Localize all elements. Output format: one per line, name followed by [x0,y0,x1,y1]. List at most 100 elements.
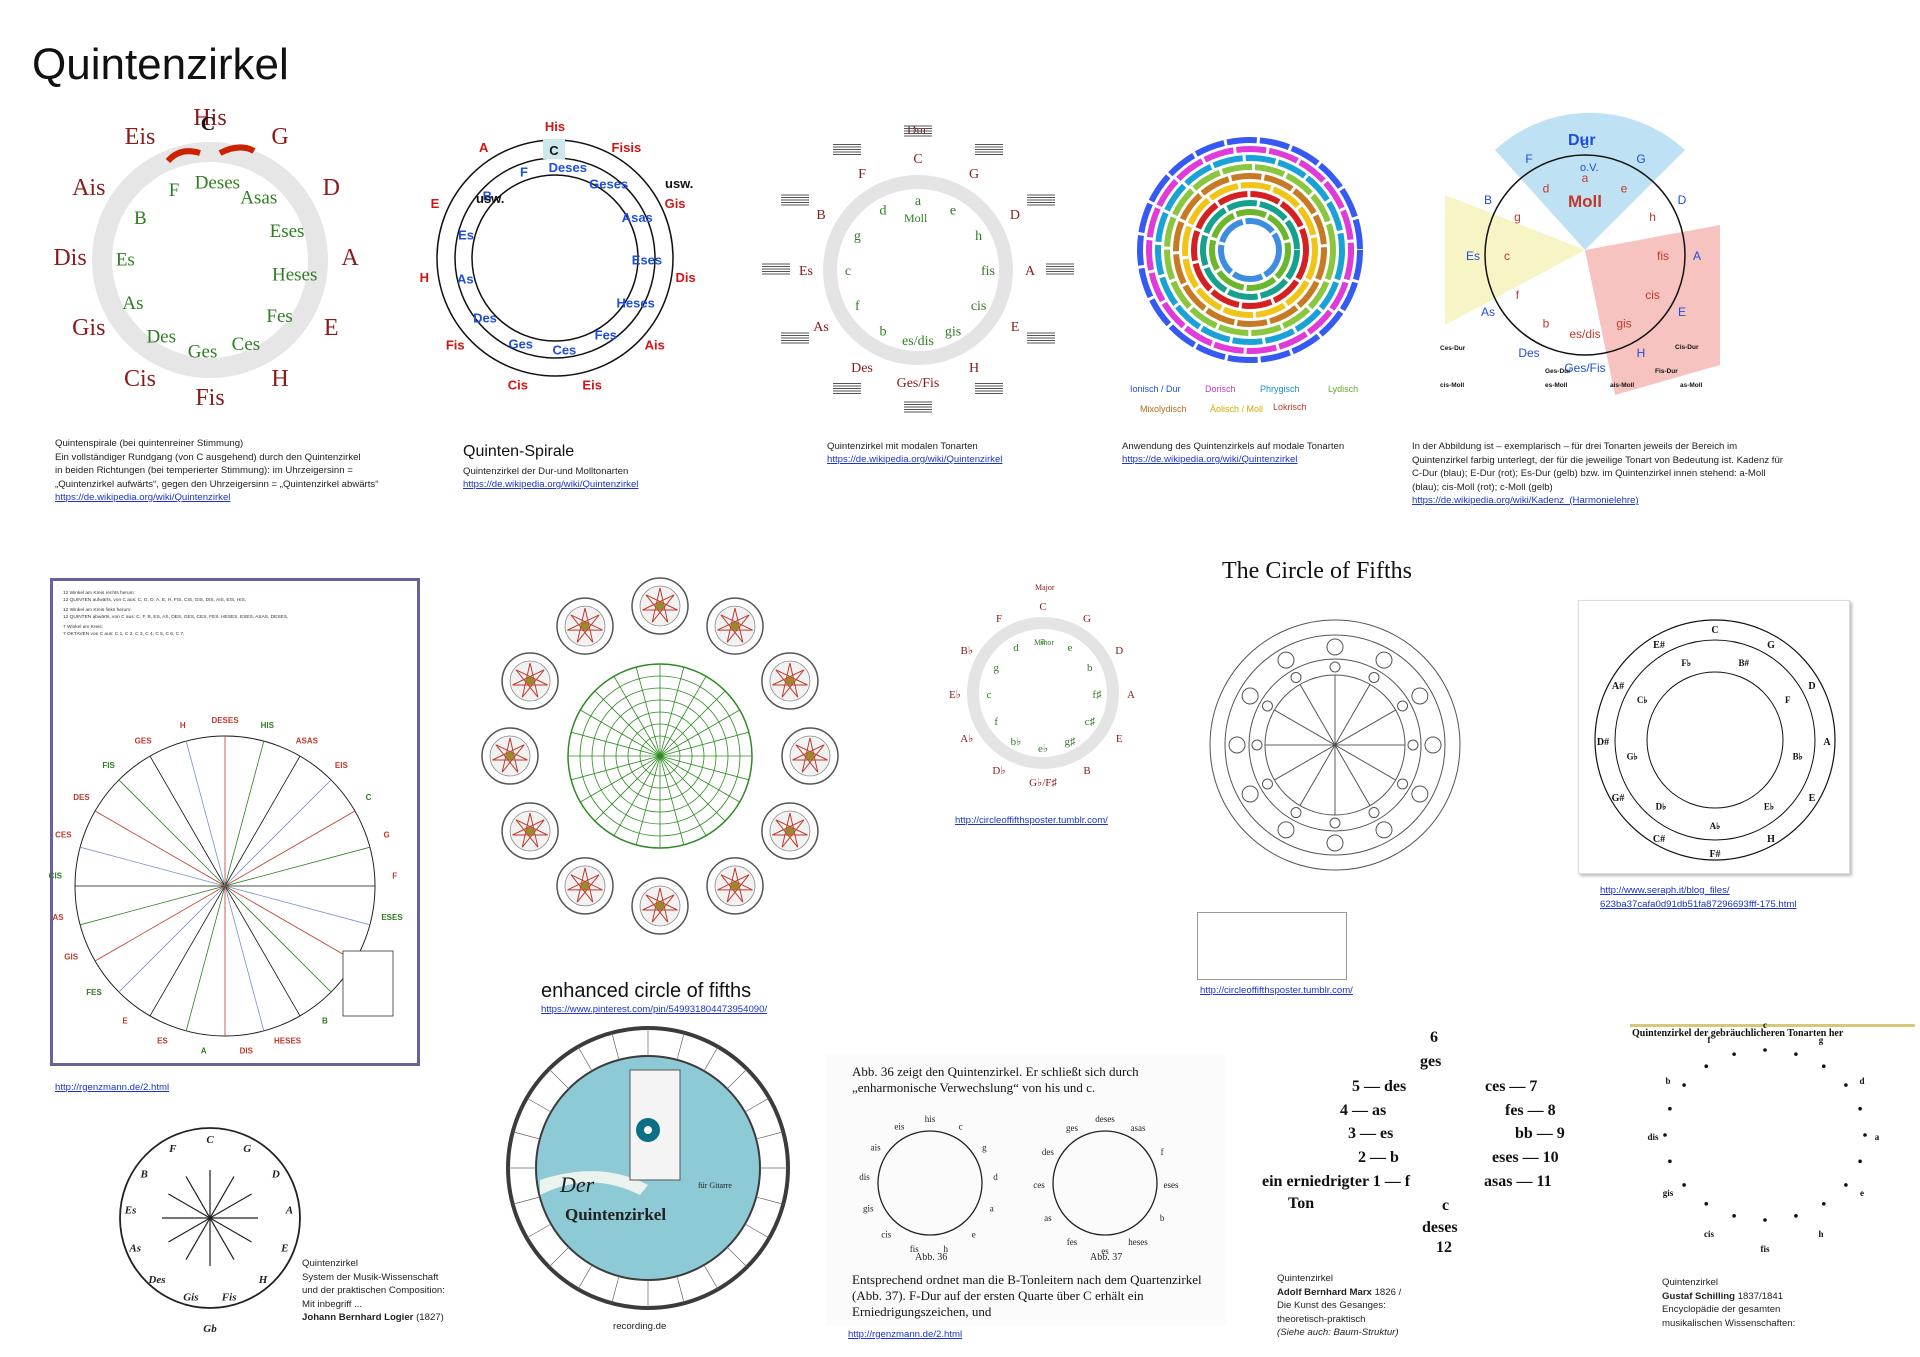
fig9-link[interactable]: http://circleoffifthsposter.tumblr.com/ [1200,985,1353,996]
outer-key-label: Cis [124,366,156,392]
inner-key-label: Es [116,250,135,271]
mode-legend-label: Phrygisch [1260,384,1300,394]
abb36-note: eis [894,1122,904,1132]
legend-line: 12 QUINTEN aufwärts, von C aus: C, G, D,… [63,597,247,603]
abb37-note: ges [1066,1123,1078,1133]
kadenz-figure: Dur o.V. Moll C G D A E H Ges/Fis Des As Es B Fa e h f… [1440,112,1720,395]
inner-key-label: Des [146,327,176,348]
note-label: C [1711,625,1718,636]
fig8-link[interactable]: http://circleoffifthsposter.tumblr.com/ [955,815,1108,826]
inner-key-label: B [134,208,147,229]
fig7-link[interactable]: https://www.pinterest.com/pin/5499318044… [541,1004,768,1015]
caption-line: Quintenzirkel [1662,1277,1718,1288]
logier-figure: C G D A E H Fis Gis Des As Es B F Gb [119,1127,301,1335]
major-key-label: F [1525,152,1532,166]
fig4-link[interactable]: https://de.wikipedia.org/wiki/Quintenzir… [1122,454,1298,465]
major-key-label: A [1693,249,1701,263]
schilling-note: d [1859,1076,1864,1086]
caption-line: Encyclopädie der gesamten [1662,1304,1781,1315]
note-label: B# [1738,658,1749,668]
blue-key-label: Eses [632,253,662,268]
inner-key-label: Asas [240,187,277,208]
blue-key-label: B [483,189,492,204]
blue-key-label: Asas [622,210,653,225]
blue-key-label: Ges [508,336,533,351]
minor-key-label: f [1516,288,1520,302]
major-key-label: As [813,320,829,335]
minor-key-label: a [915,194,922,209]
note-label: E [280,1242,288,1254]
major-key-label: B [1083,765,1090,777]
fig2-title: Quinten-Spirale [463,443,575,460]
fig2-link[interactable]: https://de.wikipedia.org/wiki/Quintenzir… [463,479,639,490]
fig15-caption: Quintenzirkel Gustaf Schilling 1837/1841… [1662,1276,1795,1330]
legend-line: 7 Winkel am Kreis: [63,625,103,631]
fig3-link[interactable]: https://de.wikipedia.org/wiki/Quintenzir… [827,454,1003,465]
marx-row: 5 — des [1352,1078,1407,1095]
note-label: F [168,1143,177,1155]
page-title: Quintenzirkel [32,40,289,89]
svg-text:Der: Der [559,1172,595,1197]
fig13-link[interactable]: http://rgenzmann.de/2.html [848,1329,963,1340]
red-key-label: Dis [676,270,696,285]
minor-key-label: e [1621,181,1628,195]
fig1-link[interactable]: https://de.wikipedia.org/wiki/Quintenzir… [55,492,231,503]
note-label: FES [86,988,102,997]
major-key-label: G [969,167,979,182]
minor-key-label: es/dis [1569,327,1600,341]
legend-line: 12 Winkel am Kreis links herum: [63,608,132,614]
minor-key-label: c [1504,249,1510,263]
schilling-figure: c g d a e h fis cis gis dis b f [1647,1020,1879,1254]
caption-line: Die Kunst des Gesanges: [1277,1300,1386,1311]
note-label: As [128,1242,141,1254]
blue-key-label: Des [473,311,497,326]
outer-key-label: Eis [125,124,156,150]
red-key-label: Ais [645,337,665,352]
marx-row: deses [1422,1219,1458,1236]
marx-row: 6 [1430,1029,1438,1046]
major-key-label: E♭ [949,689,961,701]
schilling-note: g [1819,1035,1824,1045]
key-signature-label: es-Moll [1545,382,1568,389]
fig5-link[interactable]: https://de.wikipedia.org/wiki/Kadenz_(Ha… [1412,495,1639,506]
caption-line: theoretisch-praktisch [1277,1313,1366,1325]
note-label: DES [73,793,90,802]
key-signature-label: Ges-Dur [1545,368,1571,375]
fig6-link[interactable]: http://rgenzmann.de/2.html [55,1082,170,1093]
note-label: C [366,793,372,802]
note-label: Es [124,1204,137,1216]
major-key-label: H [1637,346,1646,360]
minor-key-label: h [1649,210,1656,224]
blue-key-label: Fes [595,328,617,343]
minor-key-label: b [1543,317,1550,331]
note-label: DESES [211,716,239,725]
blue-key-label: Deses [549,160,587,175]
note-label: E [122,1016,128,1025]
blue-key-label: C [549,143,559,158]
red-key-label: Cis [508,378,528,393]
fig10-link-line2[interactable]: 623ba37cafa0d91db51fa87296693fff-175.htm… [1600,898,1797,910]
fig10-link-line1[interactable]: http://www.seraph.it/blog_files/ [1600,885,1730,896]
outer-key-label: Fis [195,385,224,411]
marx-row: ces — 7 [1485,1078,1538,1095]
schilling-note: b [1665,1076,1670,1086]
note-label: C [206,1134,214,1146]
major-key-label: A♭ [960,733,973,745]
abb37-note: eses [1164,1180,1179,1190]
fig12-caption: recording.de [613,1321,667,1332]
outer-key-label: Dis [53,245,86,271]
minor-key-label: fis [1657,249,1669,263]
genzmann-legend: 12 Winkel am Kreis rechts herum: 12 QUIN… [63,591,393,639]
note-label: GES [135,737,153,746]
fig14-author: Adolf Bernhard Marx [1277,1286,1372,1298]
mode-legend-label: Lydisch [1328,384,1358,394]
fig11-author: Johann Bernhard Logier [302,1312,414,1323]
red-key-label: A [479,140,489,155]
inner-key-label: Eses [270,221,305,242]
minor-key-label: fis [981,264,995,279]
major-key-label: B♭ [961,645,974,657]
caption-line: „Quintenzirkel aufwärts“, gegen den Uhrz… [55,478,379,490]
red-key-label: Gis [665,196,686,211]
note-label: G♭ [1627,752,1638,762]
marx-row: fes — 8 [1505,1102,1556,1119]
